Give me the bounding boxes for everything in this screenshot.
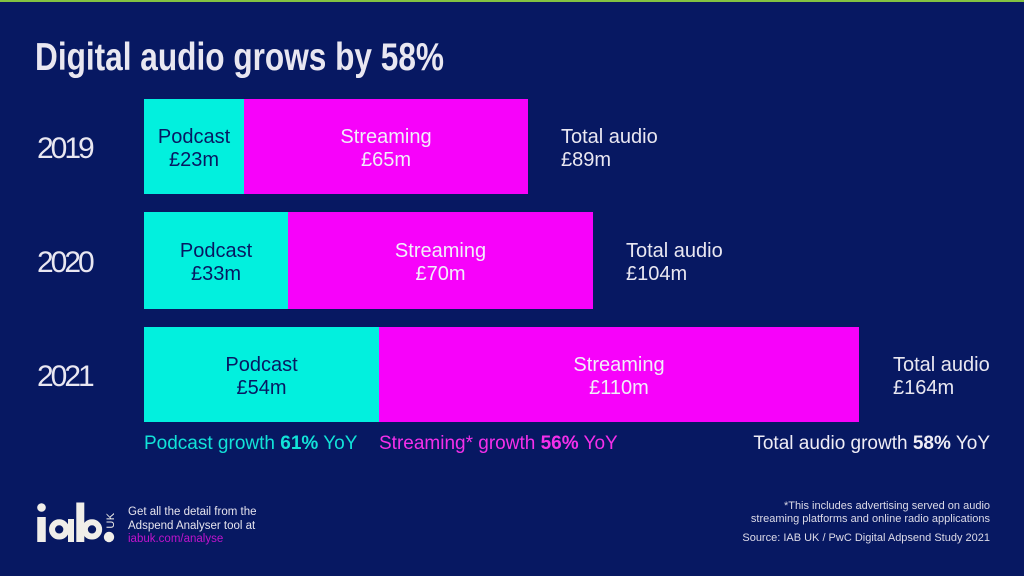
svg-text:UK: UK (105, 512, 117, 528)
